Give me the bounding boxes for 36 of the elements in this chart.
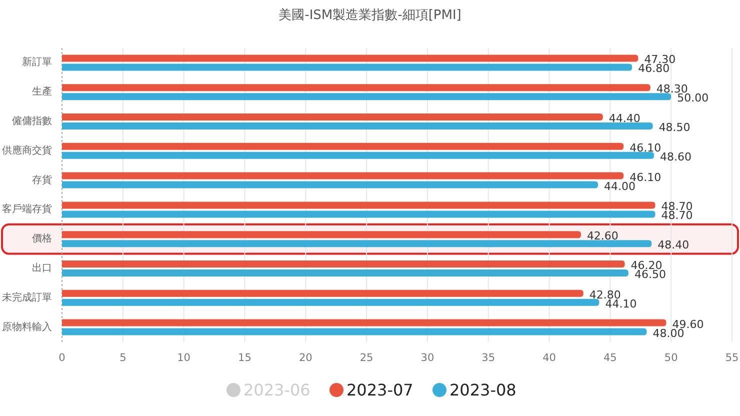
data-label: 46.50 — [634, 268, 666, 281]
x-tick-label: 5 — [120, 352, 126, 364]
legend-label: 2023-08 — [450, 380, 516, 400]
data-label: 48.70 — [661, 209, 693, 222]
x-tick-label: 45 — [603, 352, 617, 364]
y-tick-label: 僱傭指數 — [12, 115, 52, 127]
x-tick-label: 0 — [58, 352, 66, 364]
data-label: 48.50 — [658, 121, 690, 134]
x-tick-label: 10 — [177, 352, 191, 364]
y-tick-label: 未完成訂單 — [2, 291, 52, 304]
y-tick-label: 生產 — [32, 86, 52, 98]
x-tick-label: 40 — [542, 352, 556, 364]
y-tick-label: 存貨 — [32, 174, 52, 186]
data-label: 50.00 — [677, 92, 709, 105]
y-tick-label: 新訂單 — [22, 56, 52, 68]
y-tick-label: 出口 — [32, 262, 52, 274]
data-label: 44.40 — [608, 112, 640, 125]
y-tick-label: 原物料輸入 — [2, 320, 52, 333]
data-label: 48.60 — [660, 150, 692, 164]
x-tick-label: 20 — [298, 352, 312, 364]
data-label: 46.10 — [630, 141, 662, 154]
x-tick-label: 35 — [482, 352, 496, 364]
y-tick-label: 客戶端存貨 — [2, 203, 52, 216]
x-tick-label: 30 — [420, 352, 434, 364]
data-label: 48.40 — [658, 238, 690, 252]
y-tick-label: 價格 — [32, 232, 52, 245]
x-tick-label: 55 — [725, 352, 739, 364]
x-tick-label: 25 — [360, 352, 374, 364]
legend-label: 2023-07 — [346, 380, 414, 400]
data-label: 44.00 — [604, 180, 636, 193]
x-tick-label: 15 — [238, 352, 252, 364]
chart-title: 美國-ISM製造業指數-細項[PMI] — [278, 7, 462, 23]
y-tick-label: 供應商交貨 — [2, 144, 52, 156]
x-tick-label: 50 — [664, 352, 678, 364]
data-label: 44.10 — [605, 297, 637, 310]
data-label: 42.60 — [586, 230, 618, 243]
